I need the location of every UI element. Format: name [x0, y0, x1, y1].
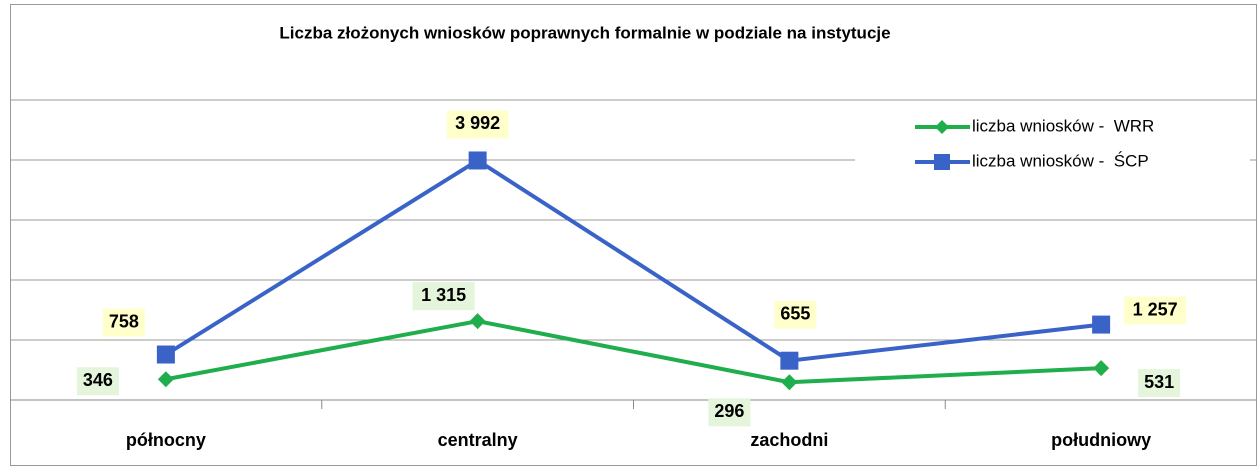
data-label: 296: [714, 401, 744, 421]
marker: [156, 345, 175, 364]
marker: [1093, 360, 1110, 377]
legend-label: liczba wniosków - WRR: [972, 116, 1154, 135]
data-label: 531: [1144, 372, 1174, 392]
data-label: 1 315: [421, 285, 466, 305]
legend-marker: [934, 154, 950, 170]
data-label: 1 257: [1133, 299, 1178, 319]
series-line: [165, 319, 1102, 385]
data-label-background: [412, 282, 475, 311]
series-line: [164, 158, 1102, 363]
marker: [781, 374, 798, 391]
x-tick-label: południowy: [1051, 430, 1151, 450]
data-label-background: [1138, 369, 1181, 398]
data-label-background: [76, 367, 119, 396]
marker: [468, 151, 487, 170]
legend-background: [855, 110, 1250, 190]
data-label-background: [774, 300, 817, 329]
data-label: 655: [780, 303, 810, 323]
marker: [780, 351, 799, 370]
chart-border: [10, 4, 1257, 466]
chart-title: Liczba złożonych wniosków poprawnych for…: [279, 23, 890, 42]
legend-label: liczba wniosków - ŚCP: [972, 151, 1149, 170]
data-label-background: [708, 398, 751, 427]
marker: [1092, 315, 1111, 334]
x-tick-label: centralny: [438, 430, 518, 450]
legend-marker: [935, 120, 949, 134]
data-label-background: [446, 110, 509, 139]
data-label-background: [1124, 296, 1187, 325]
data-label-background: [102, 308, 145, 337]
data-label: 346: [83, 370, 113, 390]
x-tick-label: północny: [126, 430, 206, 450]
x-tick-label: zachodni: [750, 430, 828, 450]
marker: [469, 313, 486, 330]
data-label: 758: [109, 311, 139, 331]
data-label: 3 992: [455, 113, 500, 133]
marker: [157, 371, 174, 388]
